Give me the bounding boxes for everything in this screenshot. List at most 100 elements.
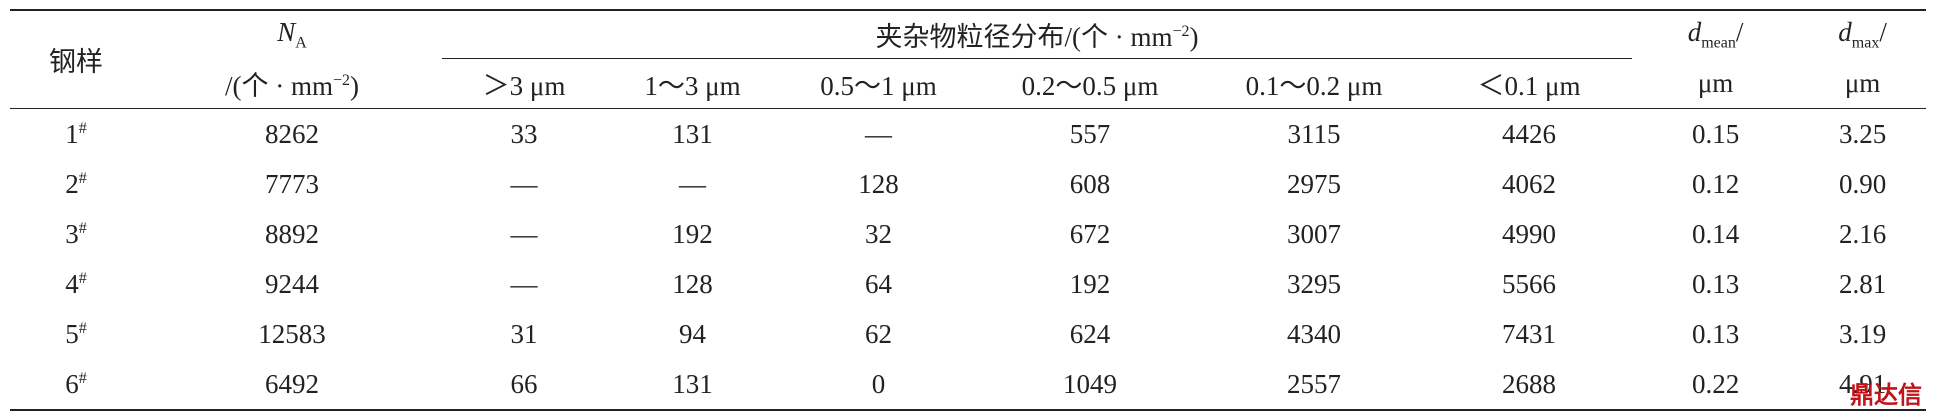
data-cell: 2.81 <box>1838 268 1887 299</box>
data-cell: 8262 <box>265 118 319 149</box>
data-row: 5# 12583 31 94 62 624 4340 7431 0.13 3.19 <box>10 309 1926 359</box>
data-cell: 62 <box>865 318 892 349</box>
data-cell: 131 <box>672 118 713 149</box>
data-cell: 0 <box>779 359 978 411</box>
data-cell: 32 <box>865 218 892 249</box>
header-cell: NA <box>142 9 442 59</box>
data-cell: 7773 <box>265 168 319 199</box>
data-cell: 8892 <box>265 218 319 249</box>
data-cell: 4990 <box>1502 218 1557 249</box>
header-cell: μm <box>1799 58 1927 109</box>
header-text: ) <box>1189 22 1199 52</box>
header-text: / <box>1879 17 1887 48</box>
sample-cell: 2# <box>10 159 142 209</box>
data-cell: 192 <box>1069 268 1111 299</box>
data-cell: — <box>510 218 538 249</box>
sample-id: 2 <box>65 168 79 199</box>
data-cell: — <box>510 168 538 199</box>
subscript: max <box>1851 34 1880 52</box>
data-cell: 3295 <box>1287 268 1341 299</box>
data-cell: 64 <box>865 268 892 299</box>
data-table: 钢样 NA 夹杂物粒径分布/(个 · mm−2) dmean/dmax//(个 · m… <box>10 9 1927 411</box>
data-cell: 608 <box>1069 168 1111 199</box>
superscript: −2 <box>332 71 351 89</box>
header-cell: dmax/ <box>1799 9 1927 59</box>
symbol: N <box>277 17 296 48</box>
header-text: / <box>1735 17 1744 48</box>
data-cell: 2975 <box>1287 168 1341 199</box>
header-cell: 夹杂物粒径分布/(个 · mm−2) <box>442 9 1633 59</box>
data-cell: 0.90 <box>1838 168 1887 199</box>
data-cell: 3.19 <box>1838 318 1887 349</box>
header-cell: 0.1～0.2 μm <box>1202 58 1426 109</box>
header-cell: 钢样 <box>10 9 142 109</box>
sample-id: 4 <box>65 268 79 299</box>
sample-cell: 4# <box>10 259 142 309</box>
sample-mark: # <box>78 269 87 287</box>
superscript: −2 <box>1172 23 1190 40</box>
symbol: d <box>1838 17 1852 48</box>
data-cell: — <box>510 268 538 299</box>
data-cell: 2688 <box>1426 359 1633 411</box>
data-cell: 94 <box>679 318 706 349</box>
sample-id: 1 <box>65 118 79 149</box>
header-row: /(个 · mm−2) ＞3 μm 1～3 μm 0.5～1 μm 0.2～0.5 μm… <box>10 58 1927 109</box>
data-cell: 33 <box>510 118 538 149</box>
data-row: 6# 6492 66 131 0 1049 2557 2688 0.22 4.91 <box>10 359 1927 411</box>
data-row: 3# 8892—192 32 672 3007 4990 0.14 2.16 <box>10 209 1926 259</box>
sample-id: 5 <box>65 318 79 349</box>
data-cell: 0.13 <box>1691 318 1740 349</box>
header-cell: 0.5～1 μm <box>779 58 978 109</box>
data-cell: 5566 <box>1502 268 1557 299</box>
data-cell: 672 <box>1069 218 1111 249</box>
sample-id: 6 <box>65 368 79 399</box>
data-cell: 557 <box>1069 118 1111 149</box>
data-cell: 0.15 <box>1691 118 1740 149</box>
header-cell: /(个 · mm−2) <box>142 58 442 109</box>
data-cell: 12583 <box>258 318 326 349</box>
header-cell: μm <box>1632 58 1800 109</box>
data-cell: 31 <box>510 318 538 349</box>
data-cell: 3115 <box>1287 118 1341 149</box>
data-cell: 192 <box>672 218 713 249</box>
data-cell: 2.16 <box>1838 218 1887 249</box>
header-cell: dmean/ <box>1632 9 1800 59</box>
header-text: 夹杂物粒径分布/(个 · mm <box>875 22 1173 52</box>
unit: /(个 · mm <box>224 70 333 101</box>
data-cell: 3.25 <box>1838 118 1887 149</box>
data-cell: 4426 <box>1502 118 1557 149</box>
data-cell: 0.22 <box>1632 359 1800 411</box>
sample-cell: 5# <box>10 309 142 359</box>
sample-mark: # <box>78 219 87 237</box>
data-cell: 0.12 <box>1691 168 1740 199</box>
data-cell: — <box>865 118 892 149</box>
data-cell: — <box>679 168 706 199</box>
sample-mark: # <box>78 119 87 137</box>
data-cell: 624 <box>1069 318 1111 349</box>
header-cell: ＞3 μm <box>442 58 606 109</box>
data-cell: 4340 <box>1287 318 1341 349</box>
data-row: 2# 7773— —128 608 2975 4062 0.12 0.90 <box>10 159 1926 209</box>
sample-mark: # <box>78 369 87 387</box>
header-cell: 1～3 μm <box>606 58 779 109</box>
data-row: 4# 9244—128 64 192 3295 5566 0.13 2.81 <box>10 259 1926 309</box>
sample-mark: # <box>78 169 87 187</box>
data-cell: 66 <box>442 359 606 411</box>
data-cell: 0.14 <box>1691 218 1740 249</box>
data-cell: 128 <box>672 268 713 299</box>
symbol: d <box>1687 17 1702 48</box>
sample-cell: 1# <box>10 109 142 160</box>
data-cell: 2557 <box>1202 359 1426 411</box>
data-cell: 4062 <box>1502 168 1557 199</box>
data-cell: 7431 <box>1502 318 1557 349</box>
sample-cell: 6# <box>10 359 142 411</box>
data-row: 1# 8262 33 131—557 3115 4426 0.15 3.25 <box>10 109 1926 160</box>
sample-cell: 3# <box>10 209 142 259</box>
header-cell: ＜0.1 μm <box>1426 58 1633 109</box>
unit: ) <box>350 70 360 101</box>
data-cell: 0.13 <box>1691 268 1740 299</box>
data-cell: 4.91 <box>1799 359 1927 411</box>
subscript: mean <box>1701 34 1736 52</box>
data-cell: 9244 <box>265 268 319 299</box>
